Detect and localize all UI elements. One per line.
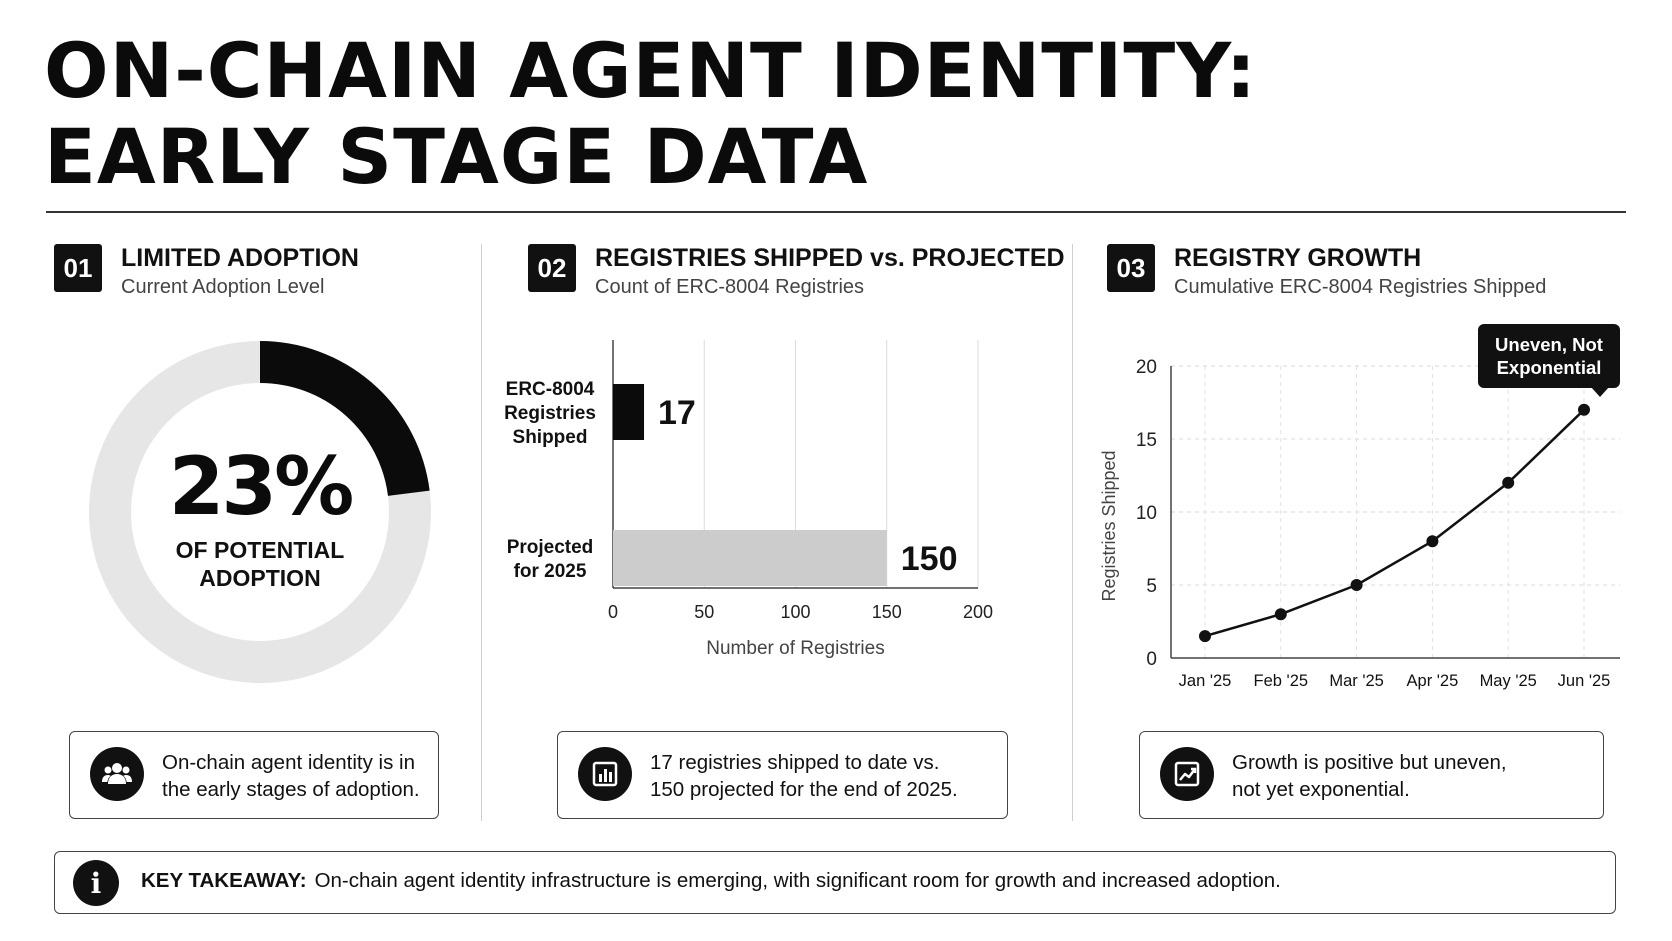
- x-tick-label: 100: [780, 602, 810, 622]
- panel-2-number-badge: 02: [528, 244, 576, 292]
- x-tick-label: 200: [963, 602, 993, 622]
- panel-3-callout-text: Growth is positive but uneven, not yet e…: [1232, 749, 1507, 803]
- bar: [613, 384, 645, 440]
- panel-1-callout-line-2: the early stages of adoption.: [162, 778, 420, 801]
- title-divider: [46, 211, 1626, 213]
- x-tick-label: Jun '25: [1558, 672, 1611, 690]
- x-tick-label: 0: [608, 602, 618, 622]
- panel-2-callout-text: 17 registries shipped to date vs. 150 pr…: [650, 749, 958, 803]
- x-tick-label: Feb '25: [1254, 672, 1309, 690]
- x-tick-label: Mar '25: [1329, 672, 1384, 690]
- panel-2-subtitle: Count of ERC-8004 Registries: [595, 276, 865, 298]
- category-label-line: for 2025: [514, 561, 587, 582]
- y-tick-label: 10: [1136, 503, 1157, 524]
- key-takeaway-text: KEY TAKEAWAY: On-chain agent identity inf…: [141, 869, 1281, 893]
- bar: [613, 530, 887, 586]
- annotation-line-2: Exponential: [1496, 357, 1602, 378]
- panel-3-number-badge: 03: [1107, 244, 1155, 292]
- key-takeaway-body: On-chain agent identity infrastructure i…: [314, 869, 1281, 892]
- panel-1-callout: On-chain agent identity is in the early …: [69, 731, 439, 819]
- donut-filled-segment: [259, 341, 430, 497]
- donut-center-label-line-2: ADOPTION: [199, 565, 321, 591]
- x-tick-label: 50: [694, 602, 714, 622]
- bar-value-label: 17: [658, 394, 696, 432]
- panel-3-callout-line-1: Growth is positive but uneven,: [1232, 751, 1507, 774]
- registry-growth-line-chart: 0 5 10 15 20 Jan '25 Feb '25 Mar '25 Apr '25 May …: [1099, 357, 1620, 690]
- donut-center-value: 23%: [168, 440, 354, 533]
- category-label-line: Shipped: [513, 427, 588, 448]
- donut-svg: [89, 341, 431, 683]
- key-takeaway-label: KEY TAKEAWAY:: [141, 869, 307, 892]
- y-tick-label: 15: [1136, 430, 1157, 451]
- adoption-donut-chart: 23% OF POTENTIAL ADOPTION: [78, 330, 442, 694]
- donut-remaining-segment: [89, 341, 431, 683]
- chart-annotation-tooltip: Uneven, Not Exponential: [1478, 324, 1620, 397]
- bar-chart-icon: [578, 747, 632, 801]
- panel-1-callout-line-1: On-chain agent identity is in: [162, 751, 415, 774]
- panel-3-subtitle: Cumulative ERC-8004 Registries Shipped: [1174, 276, 1547, 298]
- category-label: Projected for 2025: [507, 537, 594, 582]
- panel-divider-2: [1072, 244, 1073, 821]
- y-tick-label: 20: [1136, 357, 1157, 378]
- series-line: [1204, 408, 1585, 638]
- y-tick-label: 0: [1146, 649, 1157, 670]
- page-title-line-1: ON-CHAIN AGENT IDENTITY:: [44, 26, 1257, 115]
- panel-2-callout-line-1: 17 registries shipped to date vs.: [650, 751, 940, 774]
- donut-center-label: OF POTENTIAL ADOPTION: [78, 536, 442, 592]
- panel-2-callout: 17 registries shipped to date vs. 150 pr…: [557, 731, 1008, 819]
- key-takeaway-box: i KEY TAKEAWAY: On-chain agent identity i…: [54, 851, 1616, 914]
- trend-up-icon: [1160, 747, 1214, 801]
- y-axis-title: Registries Shipped: [1099, 450, 1119, 601]
- data-point: [1199, 630, 1211, 643]
- panel-divider-1: [481, 244, 482, 821]
- y-tick-label: 5: [1146, 576, 1157, 597]
- info-icon: i: [73, 860, 119, 906]
- x-axis-title: Number of Registries: [706, 638, 884, 659]
- panel-2-callout-line-2: 150 projected for the end of 2025.: [650, 778, 958, 801]
- data-point: [1502, 476, 1515, 489]
- x-tick-label: 150: [872, 602, 902, 622]
- panel-1-number-badge: 01: [54, 244, 102, 292]
- data-point: [1578, 403, 1590, 416]
- donut-center-label-line-1: OF POTENTIAL: [175, 537, 345, 563]
- x-tick-label: Jan '25: [1179, 672, 1232, 690]
- category-label-line: Projected: [507, 537, 594, 558]
- panel-3-callout-line-2: not yet exponential.: [1232, 778, 1410, 801]
- data-point: [1426, 535, 1439, 548]
- category-label-line: ERC-8004: [506, 379, 595, 400]
- registries-bar-chart: 0 50 100 150 200 Number of Registries 17 ERC-80…: [504, 340, 993, 659]
- panel-3-title: REGISTRY GROWTH: [1174, 244, 1422, 272]
- data-point: [1274, 608, 1287, 621]
- category-label: ERC-8004 Registries Shipped: [504, 379, 596, 448]
- page-title: ON-CHAIN AGENT IDENTITY: EARLY STAGE DAT…: [44, 28, 1257, 200]
- annotation-line-1: Uneven, Not: [1495, 334, 1603, 355]
- panel-1-subtitle: Current Adoption Level: [121, 276, 325, 298]
- category-label-line: Registries: [504, 403, 596, 424]
- panel-3-callout: Growth is positive but uneven, not yet e…: [1139, 731, 1604, 819]
- x-tick-label: Apr '25: [1407, 672, 1459, 690]
- page-title-line-2: EARLY STAGE DATA: [44, 112, 869, 201]
- x-tick-label: May '25: [1480, 672, 1537, 690]
- panel-2-title: REGISTRIES SHIPPED vs. PROJECTED: [595, 244, 1065, 272]
- panel-1-title: LIMITED ADOPTION: [121, 244, 359, 272]
- bar-value-label: 150: [901, 540, 958, 578]
- users-icon: [90, 747, 144, 801]
- data-point: [1350, 579, 1363, 591]
- panel-1-callout-text: On-chain agent identity is in the early …: [162, 749, 420, 803]
